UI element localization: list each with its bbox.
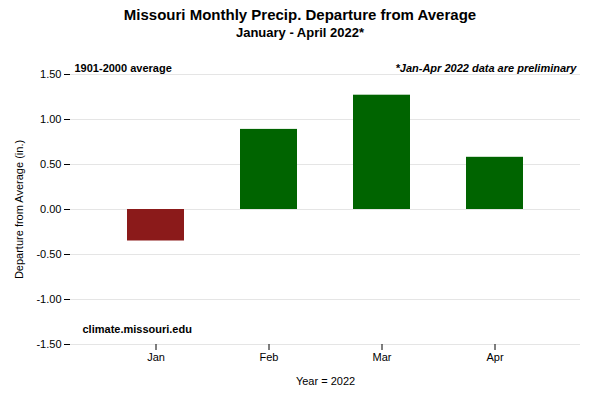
svg-text:climate.missouri.edu: climate.missouri.edu <box>83 323 192 335</box>
svg-text:-0.50: -0.50 <box>36 248 61 260</box>
svg-text:Departure from Average (in.): Departure from Average (in.) <box>13 140 25 279</box>
svg-text:1901-2000 average: 1901-2000 average <box>75 62 172 74</box>
svg-text:*Jan-Apr 2022 data are prelimi: *Jan-Apr 2022 data are preliminary <box>396 62 578 74</box>
html-text:January - April 2022*: January - April 2022* <box>235 25 365 40</box>
svg-text:0.50: 0.50 <box>40 158 61 170</box>
svg-text:-1.00: -1.00 <box>36 293 61 305</box>
svg-text:Apr: Apr <box>486 351 503 363</box>
svg-text:Feb: Feb <box>260 351 279 363</box>
html-text:Missouri Monthly Precip. Depar: Missouri Monthly Precip. Departure from … <box>123 6 477 23</box>
svg-text:-1.50: -1.50 <box>36 338 61 350</box>
svg-text:1.50: 1.50 <box>40 68 61 80</box>
svg-text:1.00: 1.00 <box>40 113 61 125</box>
svg-text:Mar: Mar <box>373 351 392 363</box>
svg-text:Jan: Jan <box>147 351 165 363</box>
svg-text:Year = 2022: Year = 2022 <box>296 375 355 387</box>
svg-text:0.00: 0.00 <box>40 203 61 215</box>
